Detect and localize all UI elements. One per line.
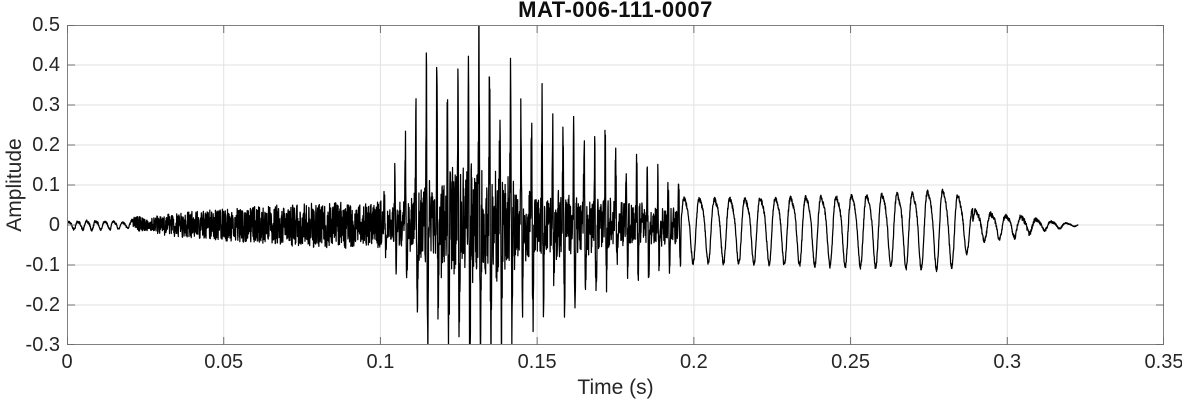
x-tick-label: 0.25 [831,351,871,373]
y-tick-label: -0.3 [25,334,60,356]
y-tick-label: 0.3 [32,94,60,116]
y-tick-label: -0.1 [25,254,60,276]
y-tick-label: 0.4 [32,54,60,76]
y-tick-label: -0.2 [25,294,60,316]
x-tick-label: 0.05 [204,351,244,373]
x-tick-label: 0.15 [517,351,557,373]
y-tick-label: 0.2 [32,134,60,156]
plot-area [67,25,1164,345]
x-axis-label: Time (s) [577,376,654,399]
x-tick-label: 0.1 [366,351,395,373]
y-tick-label: 0.5 [32,14,60,36]
x-tick-label: 0.35 [1144,351,1182,373]
x-tick-label: 0.3 [993,351,1022,373]
x-tick-label: 0 [61,351,73,373]
x-tick-label: 0.2 [679,351,708,373]
y-tick-label: 0 [48,214,60,236]
chart-title: MAT-006-111-0007 [518,0,713,22]
y-tick-label: 0.1 [32,174,60,196]
waveform-path [67,25,1079,345]
